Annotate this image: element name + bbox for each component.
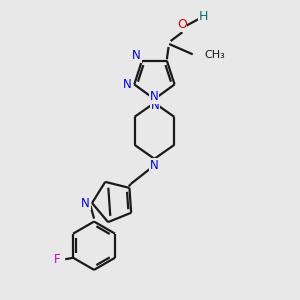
Text: F: F bbox=[54, 253, 61, 266]
Text: H: H bbox=[198, 10, 208, 22]
Text: N: N bbox=[151, 99, 159, 112]
Text: N: N bbox=[132, 49, 141, 62]
Text: N: N bbox=[81, 196, 90, 209]
Text: N: N bbox=[123, 78, 132, 91]
Text: O: O bbox=[177, 18, 187, 32]
Text: N: N bbox=[150, 159, 159, 172]
Text: N: N bbox=[150, 91, 159, 103]
Text: CH₃: CH₃ bbox=[204, 50, 225, 60]
